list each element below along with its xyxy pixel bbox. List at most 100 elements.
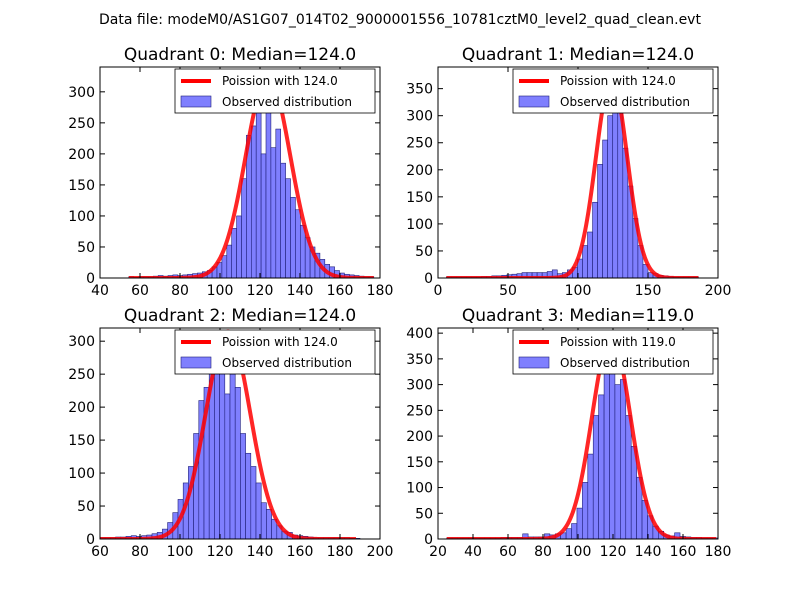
- histogram-bar: [299, 224, 306, 278]
- histogram-bar: [240, 433, 246, 539]
- legend-label-observed: Observed distribution: [222, 356, 352, 370]
- x-tick-label: 150: [635, 283, 662, 299]
- x-tick-label: 100: [565, 544, 592, 560]
- y-tick-label: 0: [86, 532, 95, 548]
- y-tick-label: 50: [77, 499, 95, 515]
- histogram-bar: [295, 209, 301, 278]
- legend-label-observed: Observed distribution: [560, 356, 690, 370]
- legend-label-poisson: Poission with 124.0: [222, 335, 338, 349]
- histogram-bar: [221, 255, 228, 278]
- histogram-bar: [250, 466, 257, 539]
- y-tick-label: 300: [406, 378, 433, 394]
- y-tick-label: 100: [406, 481, 433, 497]
- x-tick-label: 200: [367, 544, 394, 560]
- plot-frame: [99, 66, 381, 279]
- y-tick-label: 250: [406, 403, 433, 419]
- x-tick-label: 180: [327, 544, 354, 560]
- y-tick-label: 50: [415, 506, 433, 522]
- histogram-bar: [231, 228, 237, 278]
- legend-bar-swatch: [518, 95, 550, 108]
- plot-frame: [99, 327, 381, 540]
- histogram-bar: [597, 164, 603, 278]
- histogram-bar: [620, 379, 627, 539]
- y-tick-label: 300: [406, 109, 433, 125]
- histogram-bar: [290, 197, 296, 278]
- x-tick-label: 60: [499, 544, 517, 560]
- histogram-bar: [614, 384, 621, 539]
- histogram-bar: [602, 139, 608, 278]
- x-tick-label: 120: [247, 283, 274, 299]
- y-tick-label: 300: [68, 334, 95, 350]
- histogram-bar: [607, 115, 614, 278]
- histogram-bar: [587, 231, 593, 278]
- histogram-bar: [275, 128, 281, 278]
- histogram-bar: [224, 393, 231, 539]
- y-tick-label: 50: [77, 240, 95, 256]
- y-tick-label: 200: [406, 429, 433, 445]
- histogram-bar: [255, 482, 262, 539]
- x-tick-label: 60: [131, 283, 149, 299]
- histogram-bar: [603, 368, 610, 539]
- histogram-bar: [642, 264, 649, 278]
- x-tick-label: 0: [434, 283, 443, 299]
- histogram-bar: [270, 147, 277, 278]
- x-tick-label: 60: [91, 544, 109, 560]
- histogram-bar: [587, 453, 594, 539]
- y-tick-label: 0: [86, 271, 95, 287]
- y-tick-label: 400: [406, 326, 433, 342]
- histogram-bar: [592, 201, 598, 278]
- legend-label-poisson: Poission with 119.0: [560, 335, 676, 349]
- y-tick-label: 100: [68, 209, 95, 225]
- histogram-bar: [571, 523, 578, 539]
- y-tick-label: 200: [68, 400, 95, 416]
- histogram-bar: [234, 387, 241, 539]
- y-tick-label: 200: [406, 163, 433, 179]
- x-tick-label: 80: [171, 283, 189, 299]
- legend-label-observed: Observed distribution: [560, 95, 690, 109]
- y-tick-label: 50: [415, 244, 433, 260]
- y-tick-label: 250: [68, 116, 95, 132]
- y-tick-label: 350: [406, 82, 433, 98]
- y-tick-label: 150: [406, 190, 433, 206]
- chart-title: Quadrant 1: Median=124.0: [462, 45, 694, 65]
- y-tick-label: 250: [406, 136, 433, 152]
- x-tick-label: 40: [464, 544, 482, 560]
- legend-bar-swatch: [518, 356, 550, 369]
- legend-label-poisson: Poission with 124.0: [560, 74, 676, 88]
- chart-title: Quadrant 3: Median=119.0: [462, 306, 694, 326]
- x-tick-label: 100: [167, 544, 194, 560]
- chart-title: Quadrant 0: Median=124.0: [124, 45, 356, 65]
- x-tick-label: 50: [499, 283, 517, 299]
- legend-bar-swatch: [180, 95, 212, 108]
- x-tick-label: 80: [131, 544, 149, 560]
- histogram-bar: [285, 178, 291, 278]
- x-tick-label: 140: [635, 544, 662, 560]
- legend-label-poisson: Poission with 124.0: [222, 74, 338, 88]
- chart-title: Quadrant 2: Median=124.0: [124, 306, 356, 326]
- histogram-bar: [236, 215, 242, 278]
- histogram-bar: [241, 178, 247, 278]
- histogram-bar: [280, 162, 286, 278]
- x-tick-label: 160: [670, 544, 697, 560]
- x-tick-label: 200: [705, 283, 732, 299]
- legend-label-observed: Observed distribution: [222, 95, 352, 109]
- y-tick-label: 150: [406, 455, 433, 471]
- y-tick-label: 0: [424, 271, 433, 287]
- y-tick-label: 150: [68, 433, 95, 449]
- poisson-curve: [445, 75, 700, 278]
- x-tick-label: 80: [534, 544, 552, 560]
- y-tick-label: 250: [68, 367, 95, 383]
- x-tick-label: 140: [247, 544, 274, 560]
- chart-quadrant-1: Quadrant 1: Median=124.0 0 50 100 150 200 0 50 1…: [406, 45, 731, 299]
- legend-bar-swatch: [180, 356, 212, 369]
- histogram-bar: [260, 502, 267, 539]
- x-tick-label: 180: [705, 544, 732, 560]
- histogram-bar: [598, 394, 605, 539]
- y-tick-label: 150: [68, 178, 95, 194]
- chart-quadrant-0: Quadrant 0: Median=124.0 40 60 80 100 120 140 1…: [68, 45, 393, 299]
- histogram-bar: [625, 415, 632, 539]
- histogram-bar: [229, 373, 236, 539]
- x-tick-label: 180: [367, 283, 394, 299]
- y-tick-label: 350: [406, 352, 433, 368]
